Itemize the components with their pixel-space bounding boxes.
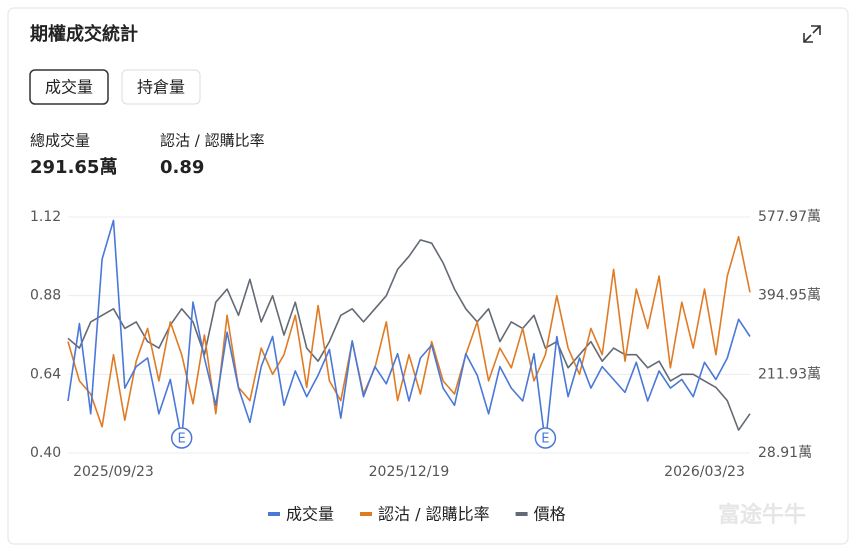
y-tick-label: 0.64 [30,366,61,382]
x-tick-label: 2025/09/23 [73,464,154,480]
event-label: E [541,432,549,447]
series-line [67,239,751,431]
legend-swatch[interactable] [515,512,528,516]
x-tick-label: 2026/03/23 [664,464,745,480]
stat-label: 認沽 / 認購比率 [160,132,265,150]
y-tick-label: 0.40 [30,445,61,461]
event-label: E [178,432,186,447]
stat-value: 291.65萬 [30,157,117,178]
widget-title: 期權成交統計 [30,23,138,45]
legend-label[interactable]: 認沽 / 認購比率 [378,505,490,524]
y2-tick-label: 28.91萬 [758,445,812,461]
y-tick-label: 1.12 [30,209,61,225]
watermark: 富途牛牛 [718,502,806,528]
series-line [67,235,751,428]
event-marker[interactable] [170,427,193,449]
tab-label[interactable]: 持倉量 [137,78,185,97]
legend-label[interactable]: 價格 [534,505,566,524]
y2-tick-label: 577.97萬 [758,209,821,225]
y-tick-label: 0.88 [30,288,61,304]
stat-value: 0.89 [160,157,204,178]
legend-swatch[interactable] [268,512,280,516]
y2-tick-label: 394.95萬 [758,288,821,304]
y2-tick-label: 211.93萬 [758,366,821,382]
stat-label: 總成交量 [30,132,90,150]
tab-label[interactable]: 成交量 [45,78,93,97]
event-marker[interactable] [534,427,557,449]
tab[interactable] [121,69,201,105]
tab[interactable] [29,69,109,105]
legend-swatch[interactable] [360,512,373,516]
legend-label[interactable]: 成交量 [286,505,334,524]
expand-icon[interactable] [803,25,821,43]
card [7,7,849,545]
x-tick-label: 2025/12/19 [369,464,450,480]
